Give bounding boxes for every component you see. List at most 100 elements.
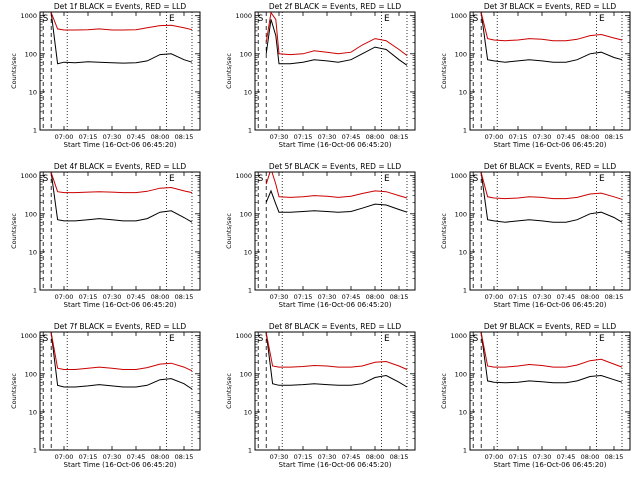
lld-series-line (50, 12, 193, 31)
x-tick-label: 07:15 (79, 453, 98, 461)
x-tick-label: 07:30 (270, 133, 289, 141)
plot-frame (469, 11, 631, 131)
time-marker-label: E (599, 14, 605, 24)
x-tick-label: 07:45 (557, 453, 576, 461)
x-tick-label: 07:00 (55, 293, 74, 301)
x-tick-label: 07:45 (127, 453, 146, 461)
plot-area (257, 172, 408, 290)
lld-series-line (265, 12, 408, 56)
x-tick-label: 08:15 (605, 133, 624, 141)
y-tick-label: 100 (240, 210, 252, 218)
chart-title: Det 2f BLACK = Events, RED = LLD (269, 2, 402, 11)
chart-title: Det 3f BLACK = Events, RED = LLD (484, 2, 617, 11)
y-tick-label: 10 (29, 408, 37, 416)
x-tick-label: 08:15 (175, 453, 194, 461)
y-axis-label: Counts/sec (225, 53, 233, 89)
x-tick-label: 07:45 (342, 133, 361, 141)
y-tick-label: 10 (244, 408, 252, 416)
y-tick-label: 1000 (450, 172, 467, 180)
y-tick-label: 1000 (235, 12, 252, 20)
y-tick-label: 100 (25, 50, 37, 58)
time-marker-label: E (384, 334, 390, 344)
chart-title: Det 5f BLACK = Events, RED = LLD (269, 162, 402, 171)
y-tick-label: 100 (455, 50, 467, 58)
events-series-line (480, 332, 623, 384)
y-tick-label: 1000 (450, 332, 467, 340)
x-tick-label: 07:30 (103, 293, 122, 301)
x-tick-label: 08:15 (605, 453, 624, 461)
time-marker-label: E (169, 14, 175, 24)
x-tick-label: 07:30 (270, 293, 289, 301)
events-series-line (480, 12, 623, 63)
plot-frame (469, 331, 631, 451)
plot-area (42, 12, 193, 130)
chart-panel: Det 5f BLACK = Events, RED = LLD 1 10 100 10… (225, 162, 416, 309)
plot-frame (254, 171, 416, 291)
chart-title: Det 6f BLACK = Events, RED = LLD (484, 162, 617, 171)
plot-area (257, 12, 408, 130)
chart-panel: Det 2f BLACK = Events, RED = LLD 1 10 100 10… (225, 2, 416, 149)
x-tick-label: 08:15 (390, 453, 409, 461)
x-tick-label: 07:15 (79, 293, 98, 301)
y-tick-label: 1 (248, 447, 252, 455)
y-tick-label: 1000 (20, 332, 37, 340)
chart-title: Det 8f BLACK = Events, RED = LLD (269, 322, 402, 331)
chart-panel: Det 3f BLACK = Events, RED = LLD 1 10 100 10… (440, 2, 631, 149)
x-tick-label: 07:15 (509, 453, 528, 461)
x-tick-label: 07:30 (318, 453, 337, 461)
y-tick-label: 100 (455, 370, 467, 378)
y-axis-label: Counts/sec (440, 373, 448, 409)
time-marker-label: S (258, 14, 264, 24)
y-axis-label: Counts/sec (225, 373, 233, 409)
x-tick-label: 08:00 (151, 453, 170, 461)
x-axis-label: Start Time (16-Oct-06 06:45:20) (494, 141, 607, 149)
x-axis-label: Start Time (16-Oct-06 06:45:20) (494, 301, 607, 309)
plot-area (472, 332, 623, 450)
lld-series-line (265, 172, 408, 199)
plot-frame (469, 171, 631, 291)
x-tick-label: 07:30 (533, 293, 552, 301)
time-marker-label: S (258, 174, 264, 184)
plot-area (42, 172, 193, 290)
time-marker-label: S (473, 334, 479, 344)
x-axis-label: Start Time (16-Oct-06 06:45:20) (279, 461, 392, 469)
y-tick-label: 1 (463, 127, 467, 135)
x-axis-label: Start Time (16-Oct-06 06:45:20) (64, 141, 177, 149)
x-tick-label: 08:15 (390, 133, 409, 141)
y-tick-label: 100 (240, 370, 252, 378)
lld-series-line (480, 172, 623, 200)
plot-frame (39, 11, 201, 131)
x-tick-label: 08:00 (366, 293, 385, 301)
x-tick-label: 07:45 (342, 293, 361, 301)
x-tick-label: 07:30 (103, 453, 122, 461)
y-tick-label: 100 (25, 210, 37, 218)
x-tick-label: 07:15 (79, 133, 98, 141)
time-marker-label: S (473, 174, 479, 184)
x-tick-label: 08:00 (366, 133, 385, 141)
x-tick-label: 08:15 (390, 293, 409, 301)
x-tick-label: 08:00 (366, 453, 385, 461)
x-tick-label: 07:15 (509, 293, 528, 301)
y-axis-label: Counts/sec (10, 53, 18, 89)
x-tick-label: 08:00 (581, 453, 600, 461)
y-tick-label: 1 (33, 447, 37, 455)
x-tick-label: 07:30 (533, 453, 552, 461)
plot-frame (254, 11, 416, 131)
x-axis-label: Start Time (16-Oct-06 06:45:20) (279, 301, 392, 309)
chart-panel: Det 9f BLACK = Events, RED = LLD 1 10 100 10… (440, 322, 631, 469)
y-tick-label: 100 (240, 50, 252, 58)
x-tick-label: 07:30 (533, 133, 552, 141)
x-tick-label: 08:00 (151, 133, 170, 141)
lld-series-line (480, 12, 623, 42)
y-tick-label: 100 (455, 210, 467, 218)
time-marker-label: E (169, 174, 175, 184)
time-marker-label: E (384, 174, 390, 184)
plot-area (472, 172, 623, 290)
plot-area (257, 332, 408, 450)
events-series-line (50, 172, 193, 223)
y-axis-label: Counts/sec (10, 213, 18, 249)
time-marker-label: E (169, 334, 175, 344)
y-tick-label: 1000 (20, 172, 37, 180)
plot-area (472, 12, 623, 130)
